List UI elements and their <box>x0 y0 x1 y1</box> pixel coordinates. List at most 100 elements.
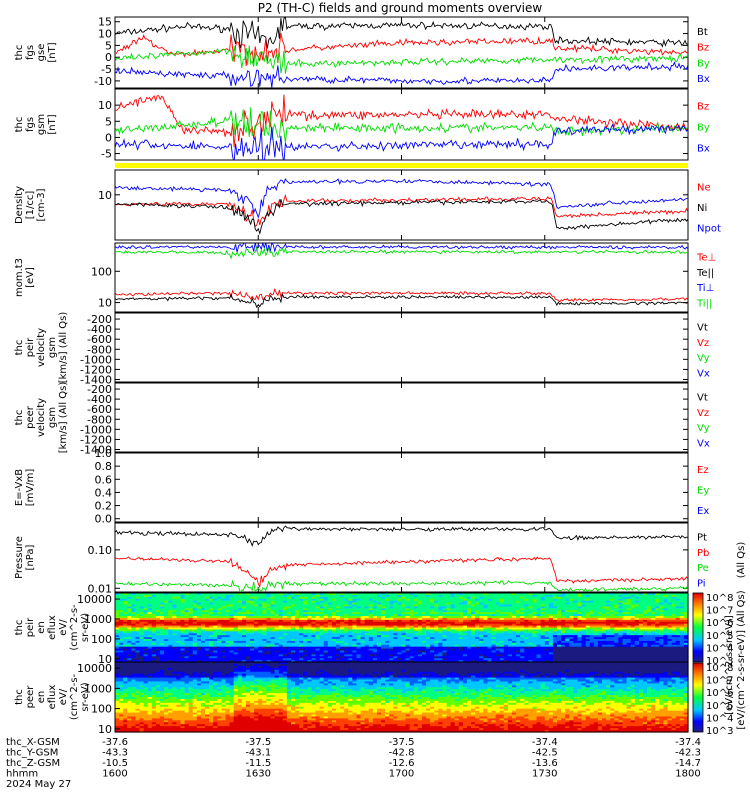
spectrogram-cell <box>557 604 562 608</box>
spectrogram-cell <box>499 660 505 663</box>
spectrogram-cell <box>180 596 186 600</box>
spectrogram-cell <box>336 593 341 596</box>
spectrogram-cell <box>610 604 615 608</box>
spectrogram-cell <box>176 625 182 629</box>
spectrogram-cell <box>278 660 284 663</box>
spectrogram-cell <box>630 602 636 606</box>
spectrogram-cell <box>417 631 423 634</box>
spectrogram-cell <box>483 650 489 654</box>
spectrogram-cell <box>188 629 194 632</box>
spectrogram-cell <box>352 660 358 663</box>
spectrogram-cell <box>430 660 435 663</box>
spectrogram-cell <box>638 610 644 613</box>
spectrogram-cell <box>626 608 632 611</box>
spectrogram-cell <box>389 623 394 627</box>
spectrogram-cell <box>450 621 456 625</box>
spectrogram-cell <box>344 642 349 646</box>
spectrogram-cell <box>499 593 505 596</box>
spectrogram-cell <box>634 616 640 619</box>
spectrogram-cell <box>622 650 628 654</box>
spectrogram-cell <box>372 602 378 606</box>
spectrogram-cell <box>184 658 190 661</box>
spectrogram-cell <box>626 633 632 636</box>
spectrogram-cell <box>512 598 517 602</box>
spectrogram-cell <box>368 637 374 640</box>
spectrogram-cell <box>241 594 247 598</box>
spectrogram-cell <box>421 623 427 627</box>
spectrogram-cell <box>557 654 562 657</box>
spectrogram-cell <box>147 650 153 654</box>
spectrogram-cell <box>552 639 558 642</box>
spectrogram-cell <box>233 635 239 638</box>
spectrogram-cell <box>336 625 341 629</box>
spectrogram-cell <box>385 593 390 596</box>
spectrogram-cell <box>536 629 542 632</box>
spectrogram-cell <box>565 596 570 600</box>
spectrogram-cell <box>176 635 182 638</box>
spectrogram-cell <box>364 646 370 650</box>
spectrogram-cell <box>155 629 161 632</box>
spectrogram-cell <box>119 646 124 650</box>
spectrogram-cell <box>581 616 587 619</box>
spectrogram-cell <box>278 600 284 604</box>
spectrogram-cell <box>323 598 329 602</box>
spectrogram-cell <box>205 646 210 650</box>
spectrogram-cell <box>438 604 444 608</box>
spectrogram-cell <box>344 623 349 627</box>
spectrogram-cell <box>417 640 423 644</box>
spectrogram-cell <box>520 635 525 638</box>
spectrogram-cell <box>642 617 648 621</box>
spectrogram-cell <box>503 652 509 655</box>
spectrogram-cell <box>119 629 124 632</box>
spectrogram-cell <box>115 606 120 609</box>
spectrogram-cell <box>381 612 386 615</box>
spectrogram-cell <box>446 652 452 655</box>
spectrogram-cell <box>602 616 607 619</box>
spectrogram-cell <box>196 642 202 646</box>
spectrogram-cell <box>524 658 529 661</box>
spectrogram-cell <box>618 602 624 606</box>
spectrogram-cell <box>172 604 177 608</box>
spectrogram-cell <box>405 635 411 638</box>
spectrogram-cell <box>548 633 554 636</box>
spectrogram-cell <box>237 637 243 640</box>
spectrogram-cell <box>466 633 472 636</box>
spectrogram-cell <box>139 652 145 655</box>
spectrogram-cell <box>401 623 407 627</box>
spectrogram-cell <box>286 598 292 602</box>
spectrogram-cell <box>176 621 182 625</box>
spectrogram-cell <box>147 593 153 596</box>
spectrogram-cell <box>454 621 460 625</box>
spectrogram-cell <box>250 637 255 640</box>
spectrogram-cell <box>209 594 214 598</box>
spectrogram-cell <box>622 648 628 652</box>
spectrogram-cell <box>270 600 276 604</box>
spectrogram-cell <box>634 623 640 627</box>
legend-Vy: Vy <box>697 423 710 434</box>
spectrogram-cell <box>381 594 386 598</box>
spectrogram-cell <box>593 642 599 646</box>
spectrogram-cell <box>209 617 214 621</box>
spectrogram-cell <box>421 625 427 629</box>
spectrogram-cell <box>356 642 362 646</box>
spectrogram-cell <box>278 616 284 619</box>
spectrogram-cell <box>331 606 337 609</box>
spectrogram-cell <box>622 623 628 627</box>
spectrogram-cell <box>634 621 640 625</box>
spectrogram-cell <box>364 614 370 617</box>
spectrogram-cell <box>442 654 448 657</box>
y-axis-label: fgs <box>25 45 36 60</box>
spectrogram-cell <box>516 639 521 642</box>
spectrogram-cell <box>491 621 497 625</box>
spectrogram-cell <box>340 602 345 606</box>
spectrogram-cell <box>299 617 304 621</box>
spectrogram-cell <box>524 602 529 606</box>
spectrogram-cell <box>573 614 579 617</box>
spectrogram-cell <box>188 598 194 602</box>
spectrogram-cell <box>258 640 263 644</box>
spectrogram-cell <box>532 619 538 623</box>
spectrogram-cell <box>123 644 128 648</box>
spectrogram-cell <box>217 610 223 613</box>
spectrogram-cell <box>229 660 235 663</box>
spectrogram-cell <box>254 639 259 642</box>
